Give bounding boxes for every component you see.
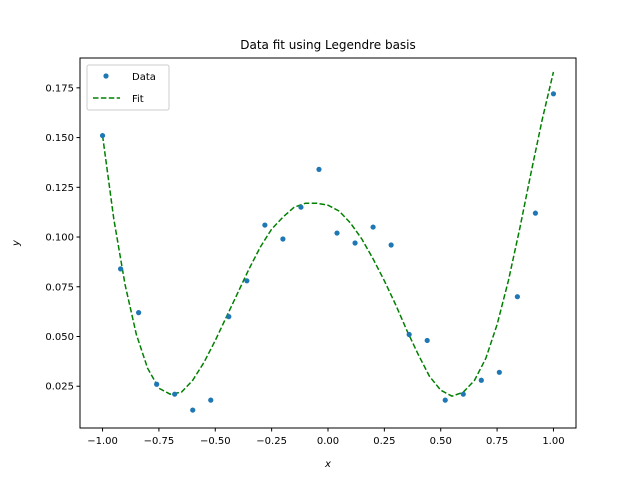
x-tick-label: 0.25 bbox=[373, 436, 395, 447]
data-point bbox=[550, 91, 557, 97]
legend: Data Fit bbox=[86, 64, 170, 111]
data-point bbox=[99, 132, 106, 139]
data-point bbox=[442, 397, 448, 403]
legend-label: Fit bbox=[132, 94, 144, 105]
data-point bbox=[190, 407, 196, 413]
y-tick-label: 0.100 bbox=[45, 233, 74, 244]
data-point bbox=[478, 377, 484, 383]
data-point bbox=[316, 166, 322, 172]
x-tick-label: −0.50 bbox=[200, 436, 231, 447]
data-point bbox=[262, 222, 268, 228]
data-point bbox=[172, 391, 178, 397]
legend-box bbox=[86, 64, 170, 111]
legend-marker-data bbox=[103, 73, 109, 79]
data-point bbox=[370, 224, 376, 230]
data-point bbox=[424, 337, 430, 344]
data-point bbox=[388, 242, 394, 248]
y-tick-label: 0.125 bbox=[45, 183, 74, 194]
data-point bbox=[514, 294, 520, 300]
y-axis-label: y bbox=[11, 239, 22, 247]
data-point bbox=[334, 230, 340, 236]
x-tick-label: 0.00 bbox=[317, 436, 339, 447]
y-tick-label: 0.150 bbox=[45, 133, 74, 144]
data-point bbox=[496, 369, 502, 375]
data-point bbox=[298, 204, 304, 210]
x-tick-label: −0.25 bbox=[256, 436, 287, 447]
plot-area bbox=[99, 71, 557, 413]
y-tick-label: 0.025 bbox=[45, 382, 74, 393]
data-point bbox=[154, 381, 160, 387]
x-axis-label: x bbox=[324, 459, 331, 470]
x-tick-label: −1.00 bbox=[87, 436, 118, 447]
y-tick-label: 0.175 bbox=[45, 83, 74, 94]
data-point bbox=[244, 278, 250, 284]
data-point bbox=[406, 331, 412, 338]
data-point bbox=[352, 240, 358, 246]
data-point bbox=[117, 266, 124, 272]
fit-line bbox=[101, 71, 555, 397]
data-point bbox=[208, 397, 214, 403]
y-tick-label: 0.075 bbox=[45, 282, 74, 293]
data-point bbox=[226, 314, 232, 320]
legend-label: Data bbox=[132, 72, 156, 83]
data-point bbox=[136, 310, 142, 316]
x-tick-label: 0.50 bbox=[430, 436, 452, 447]
x-tick-label: 0.75 bbox=[486, 436, 508, 447]
chart-title: Data fit using Legendre basis bbox=[240, 38, 416, 52]
x-tick-label: 1.00 bbox=[542, 436, 564, 447]
axes: −1.00 −0.75 −0.50 −0.25 0.00 0.25 0.50 0.75 1.00… bbox=[45, 57, 577, 447]
x-tick-label: −0.75 bbox=[144, 436, 175, 447]
data-point bbox=[532, 210, 539, 216]
data-point bbox=[460, 391, 466, 397]
data-point bbox=[280, 236, 286, 242]
y-tick-label: 0.050 bbox=[45, 332, 74, 343]
